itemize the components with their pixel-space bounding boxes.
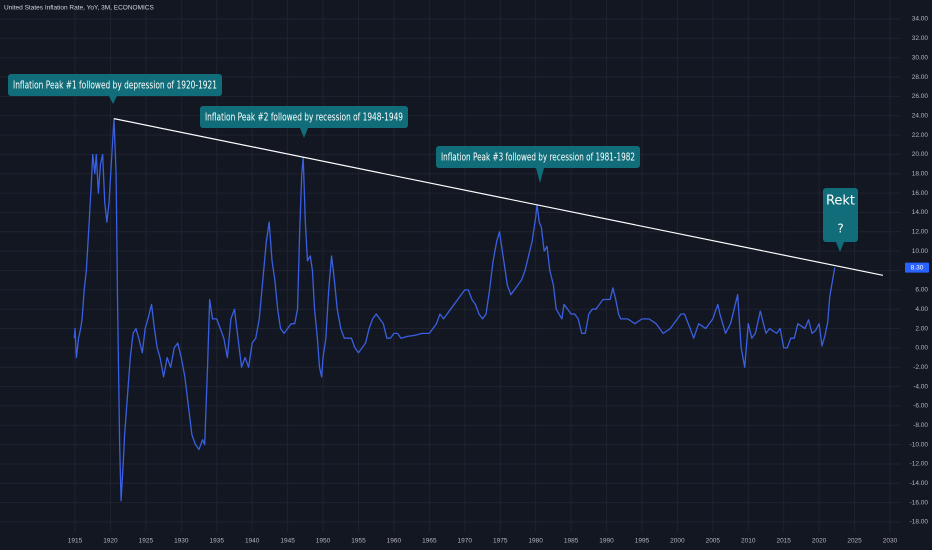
y-tick-label: -10.00 — [910, 441, 929, 448]
y-tick-label: 10.00 — [912, 248, 929, 255]
x-tick-label: 1970 — [458, 538, 473, 545]
callout-box — [436, 146, 640, 168]
x-tick-label: 1960 — [387, 538, 402, 545]
x-tick-label: 1985 — [564, 538, 579, 545]
y-tick-label: 2.00 — [915, 325, 928, 332]
y-tick-label: -2.00 — [913, 364, 928, 371]
x-tick-label: 2015 — [776, 538, 791, 545]
callout-pointer — [536, 168, 544, 183]
price-label-box — [905, 262, 929, 273]
x-tick-label: 1980 — [528, 538, 543, 545]
x-tick-label: 2030 — [883, 538, 898, 545]
x-tick-label: 1955 — [351, 538, 366, 545]
x-tick-label: 1935 — [210, 538, 225, 545]
x-tick-label: 1995 — [635, 538, 650, 545]
x-tick-label: 1945 — [280, 538, 295, 545]
y-tick-label: 20.00 — [912, 151, 929, 158]
y-tick-label: -8.00 — [913, 422, 928, 429]
y-tick-label: -6.00 — [913, 403, 928, 410]
y-tick-label: 22.00 — [912, 132, 929, 139]
y-tick-label: 24.00 — [912, 112, 929, 119]
y-tick-label: 14.00 — [912, 209, 929, 216]
annotations: Inflation Peak #1 followed by depression… — [8, 74, 858, 252]
x-tick-label: 1990 — [599, 538, 614, 545]
series-line — [73, 117, 836, 502]
x-tick-label: 2000 — [670, 538, 685, 545]
y-tick-label: 12.00 — [912, 229, 929, 236]
callout-box — [823, 188, 858, 242]
callout-text: Inflation Peak #1 followed by depression… — [13, 80, 217, 92]
x-tick-label: 1930 — [174, 538, 189, 545]
y-tick-label: 6.00 — [915, 287, 928, 294]
y-tick-label: -16.00 — [910, 499, 929, 506]
y-tick-label: -12.00 — [910, 461, 929, 468]
x-tick-label: 1915 — [68, 538, 83, 545]
y-tick-label: -4.00 — [913, 383, 928, 390]
chart-title: United States Inflation Rate, YoY, 3M, E… — [4, 5, 154, 12]
price-label: 8.30 — [911, 264, 924, 271]
y-tick-label: 34.00 — [912, 16, 929, 23]
grid — [0, 0, 900, 532]
callout-pointer — [109, 96, 117, 104]
x-tick-label: 1950 — [316, 538, 331, 545]
x-tick-label: 2025 — [847, 538, 862, 545]
y-tick-label: 26.00 — [912, 93, 929, 100]
callout-box — [8, 74, 222, 96]
trendline — [113, 118, 884, 276]
x-tick-label: 1920 — [103, 538, 118, 545]
x-tick-label: 2010 — [741, 538, 756, 545]
callout-box — [200, 106, 408, 128]
y-tick-label: -14.00 — [910, 480, 929, 487]
y-tick-label: -18.00 — [910, 519, 929, 526]
axes: 34.00 32.00 30.00 28.00 26.00 24.00 22.00 20.00… — [68, 16, 929, 545]
x-tick-label: 1925 — [139, 538, 154, 545]
callout-pointer — [300, 128, 308, 138]
y-tick-label: 30.00 — [912, 54, 929, 61]
callout-text: ? — [837, 222, 843, 236]
y-tick-label: 0.00 — [915, 345, 928, 352]
y-tick-label: 28.00 — [912, 74, 929, 81]
x-tick-label: 1940 — [245, 538, 260, 545]
y-tick-label: 16.00 — [912, 190, 929, 197]
x-tick-label: 1965 — [422, 538, 437, 545]
plot — [73, 117, 884, 502]
callout-text: Inflation Peak #2 followed by recession … — [205, 112, 403, 124]
x-tick-label: 2020 — [812, 538, 827, 545]
callout-pointer — [836, 242, 844, 252]
x-tick-label: 2005 — [706, 538, 721, 545]
y-tick-label: 32.00 — [912, 35, 929, 42]
y-tick-label: 18.00 — [912, 170, 929, 177]
x-tick-label: 1975 — [493, 538, 508, 545]
y-tick-label: 4.00 — [915, 306, 928, 313]
callout-text: Inflation Peak #3 followed by recession … — [441, 152, 635, 164]
callout-text: Rekt — [826, 194, 855, 209]
